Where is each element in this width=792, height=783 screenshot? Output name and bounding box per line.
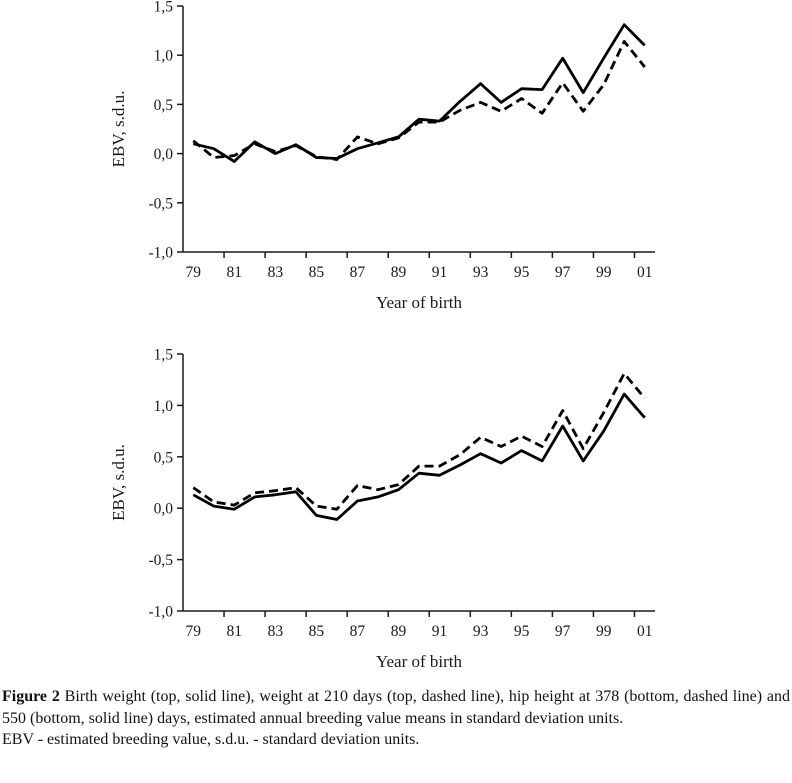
x-tick-label: 99	[596, 264, 612, 281]
y-tick-label: 1,0	[154, 48, 174, 65]
y-tick-label: 0,5	[154, 97, 174, 114]
x-tick-label: 93	[473, 264, 489, 281]
y-tick-label: 0,0	[154, 501, 174, 518]
x-axis-title: Year of birth	[376, 652, 463, 671]
y-axis-title: EBV, s.d.u.	[109, 444, 128, 521]
x-tick-label: 87	[350, 264, 366, 281]
x-tick-label: 01	[637, 623, 653, 640]
x-tick-label: 95	[514, 264, 530, 281]
x-tick-label: 85	[309, 623, 325, 640]
y-tick-label: -1,0	[148, 604, 173, 621]
series-line-hip-height-at-378-days	[192, 372, 646, 511]
y-tick-label: 1,5	[154, 347, 174, 364]
x-tick-label: 83	[268, 623, 284, 640]
x-tick-label: 93	[473, 623, 489, 640]
series-line-hip-height-at-550-days	[192, 392, 646, 521]
x-tick-label: 01	[637, 264, 653, 281]
x-tick-label: 97	[555, 264, 571, 281]
x-axis-title: Year of birth	[376, 293, 463, 312]
x-tick-label: 97	[555, 623, 571, 640]
figure-caption: Figure 2 Birth weight (top, solid line),…	[2, 686, 790, 729]
x-tick-label: 81	[227, 264, 243, 281]
caption-block: Figure 2 Birth weight (top, solid line),…	[0, 680, 792, 751]
x-tick-label: 89	[391, 264, 407, 281]
x-tick-label: 89	[391, 623, 407, 640]
x-tick-label: 79	[186, 264, 202, 281]
y-axis-title: EBV, s.d.u.	[109, 91, 128, 168]
series-line-weight-at-210-days	[192, 40, 646, 161]
y-tick-label: 0,0	[154, 146, 174, 163]
y-tick-label: -1,0	[148, 245, 173, 262]
x-tick-label: 91	[432, 264, 448, 281]
x-tick-label: 95	[514, 623, 530, 640]
y-tick-label: 1,0	[154, 398, 174, 415]
x-tick-label: 99	[596, 623, 612, 640]
figure-caption-text: Birth weight (top, solid line), weight a…	[2, 688, 791, 727]
x-tick-label: 81	[227, 623, 243, 640]
figure-footnote: EBV - estimated breeding value, s.d.u. -…	[2, 731, 420, 748]
series-line-birth-weight	[192, 23, 646, 163]
x-tick-label: 79	[186, 623, 202, 640]
x-tick-label: 83	[268, 264, 284, 281]
chart-bottom-hip-height: 1,5 1,0 0,5 0,0 -0,5 -1,0 79 81 83 85 87 89 91 93 95 97…	[109, 347, 655, 671]
y-tick-label: 0,5	[154, 449, 174, 466]
y-tick-label: -0,5	[148, 552, 173, 569]
x-tick-label: 85	[309, 264, 325, 281]
figure-caption-label: Figure 2	[2, 688, 60, 705]
y-tick-label: -0,5	[148, 195, 173, 212]
x-tick-label: 91	[432, 623, 448, 640]
x-tick-label: 87	[350, 623, 366, 640]
chart-top-birth-weight: 1,5 1,0 0,5 0,0 -0,5 -1,0 79 81 83 85 87 89 91 93 95 97…	[109, 0, 655, 312]
y-tick-label: 1,5	[154, 0, 174, 16]
